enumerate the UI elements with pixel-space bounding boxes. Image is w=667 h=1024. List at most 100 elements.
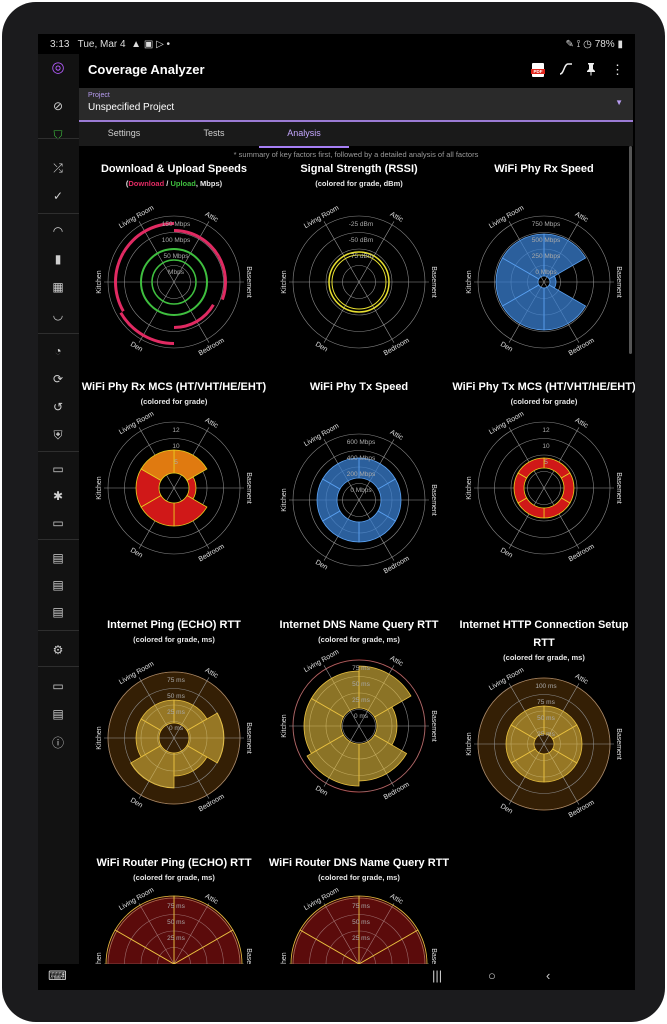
download-arc [217, 255, 228, 301]
chart-title: WiFi Router DNS Name Query RTT [268, 857, 450, 869]
keyboard-icon[interactable]: ⌨ [48, 968, 67, 983]
chat-icon[interactable]: ▭ [52, 679, 64, 693]
tick-labels: 750 Mbps 500 Mbps 250 Mbps 0 Mbps [532, 221, 561, 276]
room-label: Basement [245, 266, 252, 298]
room-label: Basement [615, 728, 622, 760]
data-sector [495, 257, 540, 307]
tick-label: 200 Mbps [347, 471, 376, 478]
room-label: Bedroom [383, 337, 411, 357]
spacer [264, 190, 454, 204]
chart-subtitle: (colored for grade, ms) [133, 873, 215, 882]
tick-label: 75 ms [352, 903, 370, 910]
room-label: Kitchen [281, 488, 288, 511]
tick-labels: 75 ms 50 ms 25 ms 0 ms [167, 677, 185, 732]
navigation-rail: ◎ ⊘ ⛉ ⤮ ✓ ◠ ▮ ▦ ◡ ◔ ⟳ ↺ ⛨ ▭ ✱ ▭ ▤ ▤ ▤ ⚙ ▭ ▤ ⓘ [38, 54, 79, 964]
shield-icon[interactable]: ⛨ [53, 427, 63, 442]
scrollbar[interactable] [629, 146, 632, 354]
project-dropdown[interactable]: Project Unspecified Project ▼ [79, 88, 633, 122]
history-icon[interactable]: ↺ [52, 400, 64, 414]
badge-icon[interactable]: ⛉ [53, 127, 63, 142]
document-icon[interactable]: ▤ [52, 707, 64, 721]
analysis-content[interactable]: Download & Upload Speeds (Download / Uplo… [79, 160, 635, 964]
spoke-line [358, 903, 395, 964]
rail-divider [38, 213, 79, 214]
tick-labels: 12 10 5 [172, 427, 180, 466]
server-1-icon[interactable]: ▤ [52, 551, 64, 565]
pin-icon[interactable] [585, 62, 597, 79]
bar-chart-icon[interactable]: ▮ [54, 252, 62, 266]
pdf-export-icon[interactable]: PDF [531, 62, 545, 81]
recent-apps-icon[interactable]: ||| [432, 968, 443, 983]
data-sector [543, 284, 587, 331]
subtitle-text: ( [125, 179, 129, 188]
chart-panel: WiFi Phy Rx Speed 750 Mbps 500 Mbps 250 Mbp… [449, 160, 635, 364]
sync-icon[interactable]: ⟳ [52, 372, 64, 386]
check-circle-icon[interactable]: ✓ [52, 189, 64, 203]
tick-label: 25 ms [167, 709, 185, 716]
room-label: Living Room [488, 205, 525, 231]
monitor-icon[interactable]: ▭ [52, 516, 64, 530]
svg-text:PDF: PDF [534, 69, 543, 74]
tick-labels: 75 ms 50 ms 25 ms [352, 903, 370, 942]
more-options-icon[interactable]: ⋮ [611, 62, 624, 77]
stacked-bar-icon[interactable]: ▦ [52, 280, 64, 294]
devices-icon[interactable]: ▭ [52, 462, 64, 476]
battery-level: 78% [594, 39, 615, 50]
chart-title: Signal Strength (RSSI) [300, 163, 418, 175]
room-label: Attic [204, 417, 220, 430]
speed-arcs [114, 222, 228, 345]
info-icon[interactable]: ⓘ [51, 735, 64, 750]
room-label: Living Room [118, 411, 155, 437]
tick-label: 0 ms [169, 725, 184, 732]
upload-ring [140, 248, 208, 316]
server-3-icon[interactable]: ▤ [52, 605, 64, 619]
spacer [449, 178, 635, 204]
tab-settings[interactable]: Settings [107, 128, 141, 138]
tick-label: 50 ms [352, 919, 370, 926]
server-2-icon[interactable]: ▤ [52, 578, 64, 592]
tick-labels: 75 ms 50 ms 25 ms 0 ms [352, 665, 370, 720]
router-icon[interactable]: ◡ [52, 308, 64, 322]
curve-icon[interactable] [559, 62, 573, 79]
tick-labels: -25 dBm -50 dBm -75 dBm [349, 221, 374, 260]
tab-bar: Settings Tests Analysis [79, 122, 633, 148]
room-label: Kitchen [96, 270, 103, 293]
room-label: Attic [389, 211, 405, 224]
data-sector [140, 449, 175, 482]
chart-subtitle: (colored for grade, ms) [318, 873, 400, 882]
tab-tests[interactable]: Tests [203, 128, 225, 138]
back-icon[interactable]: ‹ [546, 968, 551, 983]
room-label: Bedroom [383, 555, 411, 575]
room-label: Basement [430, 710, 437, 742]
shuffle-icon[interactable]: ⤮ [53, 160, 63, 175]
room-label: Den [129, 341, 144, 354]
tick-label: 75 ms [352, 665, 370, 672]
tab-analysis[interactable]: Analysis [259, 122, 349, 148]
rssi-ring [331, 254, 387, 310]
tick-labels: 75 ms 50 ms 25 ms [167, 903, 185, 942]
speed-gauge-icon[interactable]: ◔ [54, 344, 62, 358]
spoke-line [323, 903, 360, 964]
home-icon[interactable]: ○ [488, 968, 496, 983]
radar-grid [289, 433, 429, 567]
radar-chart: 750 Mbps 500 Mbps 250 Mbps 0 Mbps Attic Basem… [466, 205, 622, 358]
no-location-icon[interactable]: ⊘ [52, 99, 64, 113]
download-arc [122, 222, 174, 254]
tick-label: Mbps [168, 269, 185, 276]
wifi-icon[interactable]: ◠ [52, 224, 64, 238]
data-sector [543, 497, 571, 519]
rail-divider [38, 666, 79, 667]
data-sectors [135, 449, 208, 527]
spacer [264, 396, 454, 422]
settings-icon[interactable]: ⚙ [52, 643, 64, 657]
room-label: Den [499, 341, 514, 354]
app-logo-icon[interactable]: ◎ [51, 59, 65, 76]
chart-subtitle: (colored for grade, dBm) [315, 179, 403, 188]
rail-divider [38, 451, 79, 452]
bluetooth-icon[interactable]: ✱ [52, 489, 64, 503]
tick-label: 100 ms [535, 683, 557, 690]
spoke-line [543, 487, 580, 549]
